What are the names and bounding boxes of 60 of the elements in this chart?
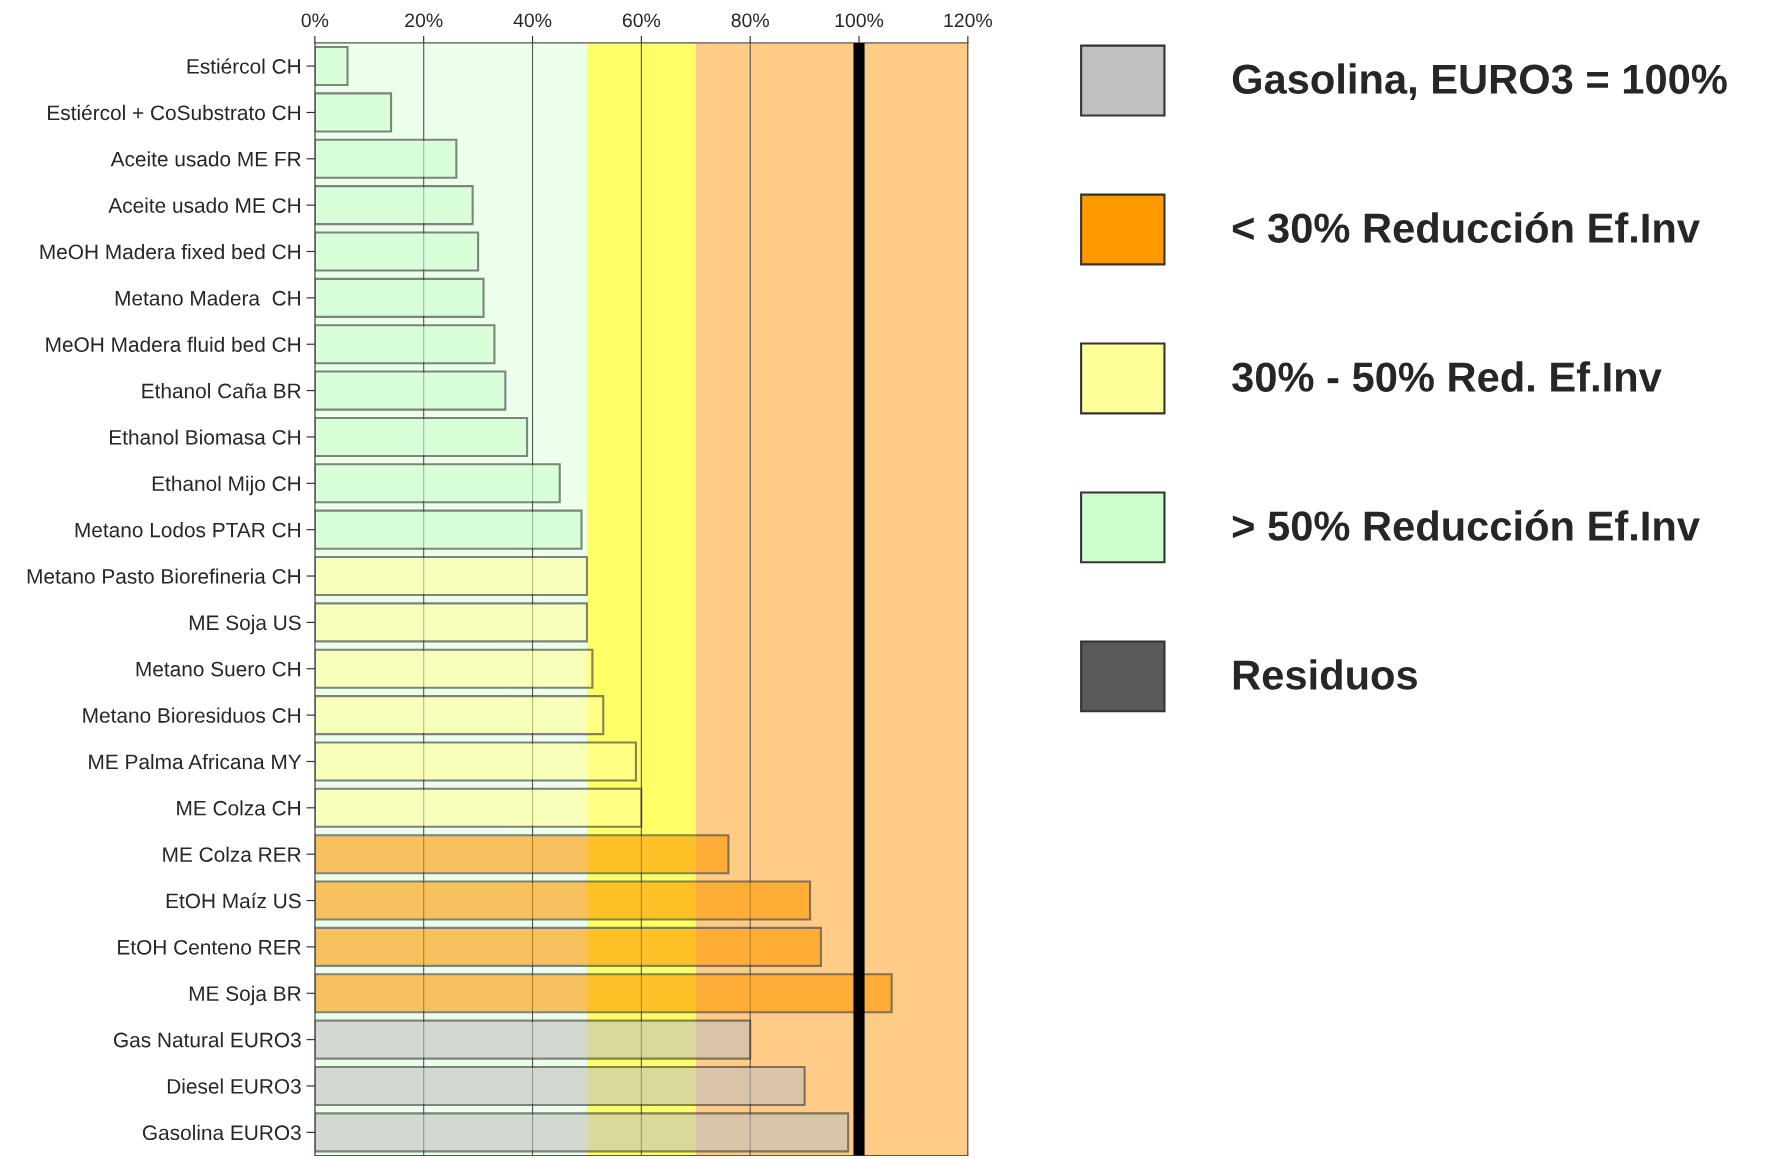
x-tick-label: 80% (731, 13, 769, 28)
bar (314, 1112, 850, 1153)
bar (314, 648, 594, 689)
y-tick-label: Metano Bioresiduos CH (83, 707, 300, 723)
y-tick-label: Estiércol CH (187, 58, 300, 74)
y-tick-label: Metano Madera CH (115, 290, 300, 306)
bar (314, 370, 507, 411)
bar (314, 138, 458, 179)
bar (314, 1019, 752, 1060)
y-tick-label: ME Colza CH (177, 800, 300, 816)
bar (314, 277, 485, 318)
y-tick-label: Metano Pasto Biorefineria CH (27, 568, 300, 584)
legend-label: Gasolina, EURO3 = 100% (1232, 63, 1727, 101)
y-tick-label: EtOH Centeno RER (118, 939, 301, 955)
bar (314, 92, 393, 133)
legend-label: < 30% Reducción Ef.Inv (1232, 211, 1700, 243)
bar (314, 324, 496, 365)
y-tick-label: Ethanol Mijo CH (152, 475, 300, 496)
y-tick-label: ME Colza RER (163, 846, 301, 862)
bar (314, 880, 812, 921)
legend-label: Residuos (1233, 659, 1417, 690)
bar (314, 787, 643, 828)
y-tick-label: EtOH Maíz US (166, 892, 301, 909)
bar (314, 973, 893, 1014)
y-tick-label: Ethanol Caña BR (142, 383, 301, 399)
bar (314, 231, 480, 272)
legend-label: > 50% Reducción Ef.Inv (1232, 509, 1700, 541)
y-tick-label: MeOH Madera fixed bed CH (40, 243, 300, 260)
legend-label: 30% - 50% Red. Ef.Inv (1232, 361, 1662, 392)
x-tick-label: 60% (622, 13, 661, 28)
bar (314, 416, 529, 457)
x-tick-label: 120% (944, 13, 993, 28)
bar (314, 46, 349, 87)
y-tick-label: Aceite usado ME CH (108, 197, 300, 213)
y-tick-label: ME Soja BR (189, 985, 301, 1006)
y-tick-label: MeOH Madera fluid bed CH (46, 336, 300, 352)
y-tick-label: Gasolina EURO3 (142, 1124, 301, 1141)
bar (314, 509, 583, 550)
bar (314, 185, 474, 226)
bar (314, 463, 561, 504)
x-tick-label: 40% (513, 13, 552, 28)
y-tick-label: Metano Suero CH (136, 661, 300, 677)
bar (314, 695, 605, 736)
y-tick-label: Diesel EURO3 (167, 1078, 301, 1094)
y-tick-label: ME Palma Africana MY (89, 753, 302, 770)
x-tick-label: 100% (835, 13, 884, 28)
x-tick-label: 20% (405, 13, 443, 28)
y-tick-label: Ethanol Biomasa CH (110, 429, 300, 445)
bar (314, 602, 588, 643)
bar (314, 926, 822, 967)
bar (314, 555, 588, 597)
y-tick-label: Gas Natural EURO3 (114, 1032, 301, 1048)
y-tick-label: ME Soja US (189, 614, 301, 635)
bar (314, 741, 637, 782)
x-tick-label: 0% (301, 13, 329, 28)
y-tick-label: Estiércol + CoSubstrato CH (48, 104, 300, 121)
y-tick-label: Aceite usado ME FR (110, 151, 301, 167)
y-tick-label: Metano Lodos PTAR CH (75, 522, 300, 538)
bar (314, 1065, 806, 1107)
bar (314, 834, 730, 875)
